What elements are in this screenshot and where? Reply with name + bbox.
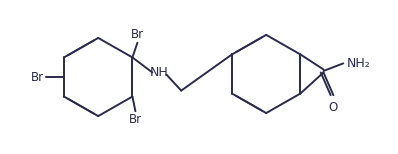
Text: Br: Br bbox=[129, 113, 142, 126]
Text: Br: Br bbox=[31, 71, 44, 83]
Text: NH₂: NH₂ bbox=[347, 57, 371, 70]
Text: O: O bbox=[329, 101, 338, 114]
Text: NH: NH bbox=[150, 66, 169, 79]
Text: Br: Br bbox=[131, 28, 144, 41]
